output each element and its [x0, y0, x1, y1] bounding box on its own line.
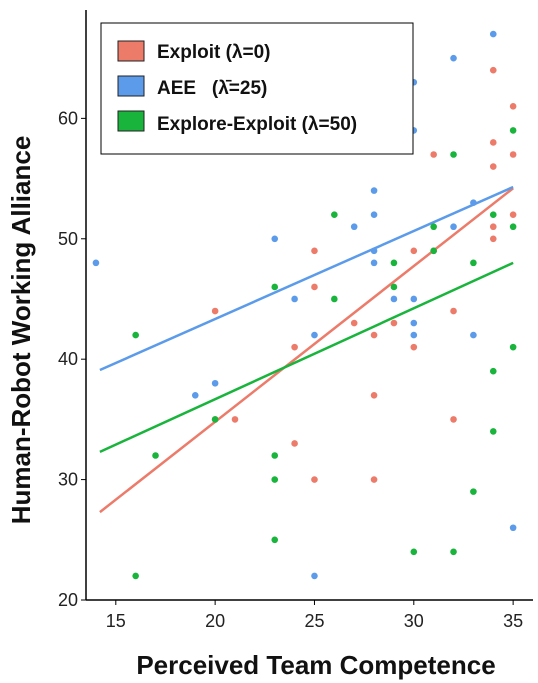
- data-point: [291, 343, 298, 351]
- data-point: [410, 319, 418, 327]
- data-point: [370, 211, 378, 218]
- data-point: [489, 211, 497, 218]
- legend: Exploit (λ=0) AEE (λ̄=25) Explore-Exploi…: [100, 22, 414, 155]
- data-point: [450, 223, 457, 231]
- data-point: [291, 440, 298, 447]
- data-point: [370, 259, 378, 267]
- legend-label-aee: AEE (λ̄=25): [157, 78, 267, 99]
- data-point: [311, 247, 318, 255]
- data-point: [291, 295, 298, 303]
- x-axis-title: Perceived Team Competence: [136, 650, 495, 680]
- data-point: [92, 259, 100, 267]
- legend-box: [100, 22, 414, 155]
- data-point: [271, 476, 279, 483]
- y-axis-title: Human-Robot Working Alliance: [6, 136, 36, 525]
- data-point: [509, 151, 517, 158]
- x-tick-label: 35: [503, 611, 523, 631]
- data-point: [410, 295, 418, 303]
- legend-swatch-aee: [117, 75, 145, 97]
- data-point: [370, 187, 378, 194]
- axis-ticks: 15 20 25 30 35 20 30 40 50 60: [58, 108, 523, 631]
- legend-label-explore-exploit: Explore-Exploit (λ=50): [157, 114, 357, 135]
- data-point: [470, 199, 477, 206]
- data-point: [132, 331, 139, 339]
- data-point: [271, 536, 279, 544]
- data-point: [489, 367, 497, 375]
- data-point: [489, 223, 497, 231]
- data-point: [271, 452, 279, 459]
- data-point: [390, 295, 398, 303]
- data-point: [370, 476, 378, 483]
- data-point: [410, 548, 418, 556]
- x-tick-label: 15: [106, 611, 126, 631]
- data-point: [450, 307, 457, 315]
- data-point: [370, 331, 378, 339]
- x-tick-label: 25: [304, 611, 324, 631]
- data-point: [350, 223, 358, 231]
- data-point: [450, 416, 457, 423]
- y-tick-label: 50: [58, 229, 78, 249]
- data-point: [470, 488, 477, 495]
- data-point: [390, 259, 398, 267]
- data-point: [430, 223, 437, 231]
- data-point: [132, 572, 139, 580]
- x-tick-label: 30: [404, 611, 424, 631]
- trend-line-0: [99, 187, 514, 514]
- data-point: [489, 428, 497, 435]
- data-point: [152, 452, 159, 459]
- data-point: [470, 331, 477, 339]
- data-point: [489, 139, 497, 146]
- data-point: [311, 572, 318, 580]
- data-point: [331, 295, 338, 303]
- y-tick-label: 40: [58, 349, 78, 369]
- y-tick-label: 20: [58, 590, 78, 610]
- data-point: [509, 127, 517, 134]
- data-point: [390, 319, 398, 327]
- x-tick-label: 20: [205, 611, 225, 631]
- data-point: [489, 30, 497, 38]
- data-point: [450, 151, 457, 158]
- data-point: [331, 211, 338, 218]
- trend-line-1: [99, 185, 514, 372]
- data-point: [191, 392, 199, 399]
- y-tick-label: 60: [58, 108, 78, 128]
- legend-label-exploit: Exploit (λ=0): [157, 42, 271, 63]
- data-point: [489, 235, 497, 243]
- data-point: [350, 319, 358, 327]
- data-point: [410, 247, 418, 255]
- data-point: [311, 331, 318, 339]
- data-point: [410, 343, 418, 351]
- data-point: [430, 247, 437, 255]
- y-tick-label: 30: [58, 470, 78, 490]
- data-point: [470, 259, 477, 267]
- data-point: [271, 235, 279, 243]
- data-point: [370, 247, 378, 255]
- data-point: [509, 103, 517, 110]
- data-point: [450, 54, 457, 62]
- trend-line-2: [99, 261, 514, 454]
- data-point: [271, 283, 279, 291]
- data-point: [509, 343, 517, 351]
- legend-swatch-explore-exploit: [117, 110, 145, 132]
- data-point: [211, 379, 219, 387]
- data-point: [410, 331, 418, 339]
- data-point: [509, 223, 517, 231]
- data-point: [211, 416, 219, 423]
- data-point: [311, 283, 318, 291]
- legend-swatch-exploit: [117, 40, 145, 62]
- trend-lines: [99, 185, 514, 514]
- data-point: [450, 548, 457, 556]
- data-point: [370, 392, 378, 399]
- data-point: [489, 163, 497, 170]
- data-point: [390, 283, 398, 291]
- data-point: [489, 66, 497, 74]
- data-point: [509, 524, 517, 532]
- data-point: [211, 307, 219, 315]
- data-point: [311, 476, 318, 483]
- data-point: [231, 416, 239, 423]
- data-point: [509, 211, 517, 218]
- data-point: [430, 151, 437, 158]
